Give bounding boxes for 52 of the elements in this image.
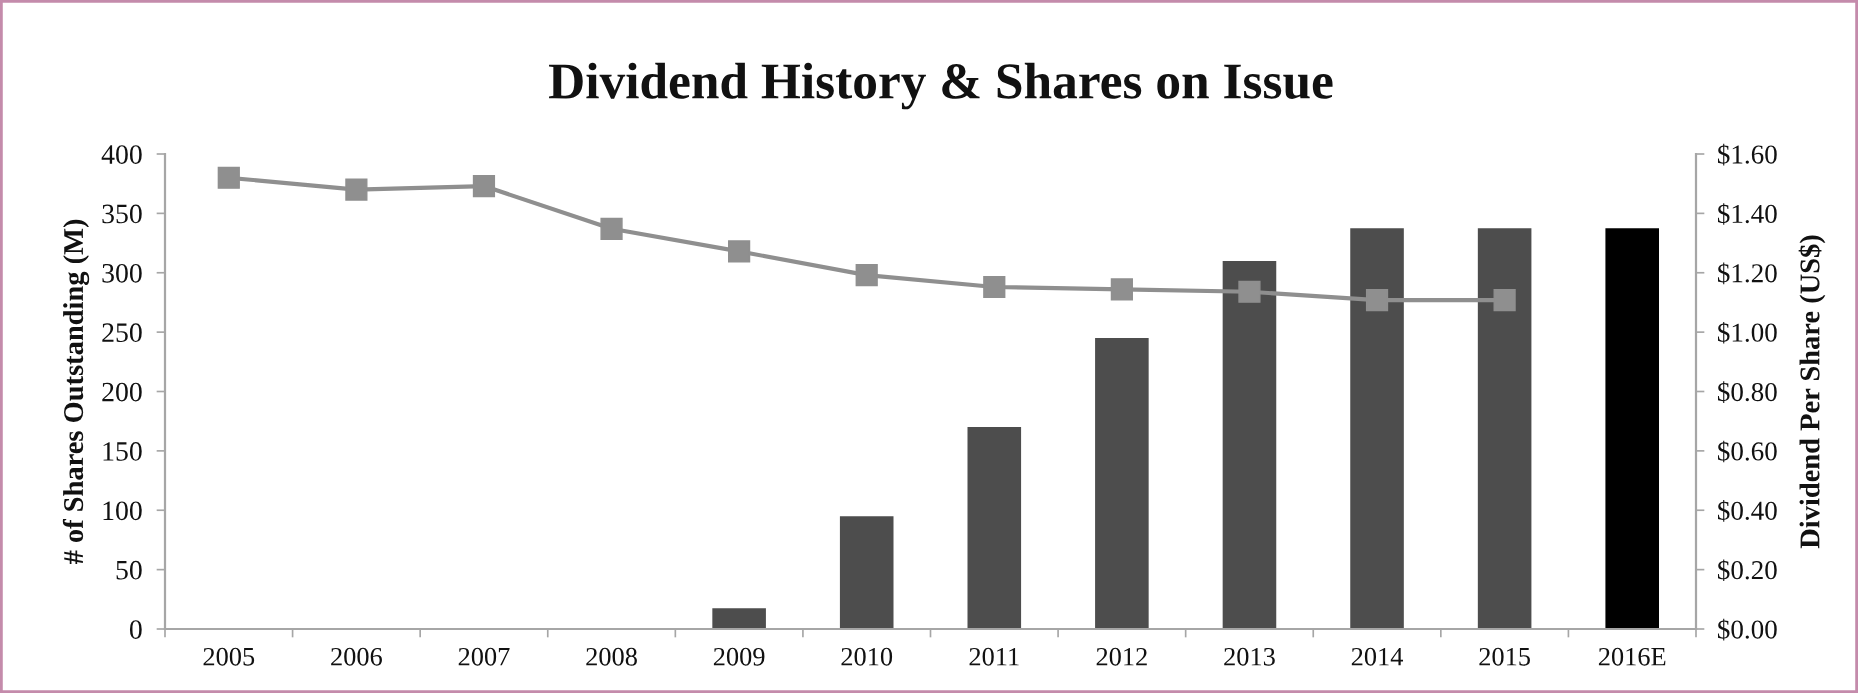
bar [1605,228,1659,629]
bar [712,608,766,629]
point [1110,278,1133,301]
x-tick-label: 2006 [331,647,382,666]
y2-tick-label: $0.40 [1718,500,1777,522]
point [345,178,368,201]
point [983,275,1006,299]
point [600,217,623,240]
y2-tick-label: $0.20 [1718,559,1777,582]
bar [839,516,894,629]
y2-tick-label: $1.60 [1718,143,1777,166]
y-tick-label: 100 [103,501,142,521]
y-tick-label: 300 [102,263,142,283]
point [217,166,240,189]
y-tick-label: 50 [116,560,142,580]
x-tick-label: 2015 [1479,647,1530,666]
point [472,174,496,198]
y-axis-title: # of Shares Outstanding (M) [62,219,90,565]
chart-title: Dividend History & Shares on Issue [549,62,1333,110]
bar [1095,338,1149,629]
y-tick-label: 400 [101,145,142,164]
x-tick-label: 2005 [203,647,255,666]
y2-tick-label: $0.80 [1718,381,1777,403]
y2-tick-label: $0.60 [1718,440,1777,463]
y-tick-label: 200 [102,382,142,402]
point [1365,288,1389,312]
y2-tick-label: $1.00 [1718,321,1777,344]
x-tick-label: 2012 [1096,647,1147,666]
y-tick-label: 250 [102,323,142,343]
bar [967,427,1022,629]
y2-tick-label: $1.40 [1718,203,1777,225]
point [1238,280,1261,303]
point [1493,288,1516,312]
y2-tick-label: $1.20 [1718,262,1777,285]
x-tick-label: 2016E [1598,647,1666,666]
bar [1350,228,1404,629]
bar [1477,228,1532,629]
x-tick-label: 2011 [969,647,1019,666]
point [855,264,878,287]
bar [1222,260,1277,629]
x-tick-label: 2010 [841,647,893,666]
y2-tick-label: $0.00 [1718,618,1777,641]
y-tick-label: 0 [129,620,142,639]
y-tick-label: 350 [102,204,142,224]
x-tick-label: 2008 [586,647,637,666]
x-tick-label: 2009 [713,647,765,666]
x-tick-label: 2014 [1351,647,1404,666]
x-tick-label: 2007 [458,647,510,666]
point [728,240,751,263]
y-tick-label: 150 [103,442,142,461]
y2-axis-title: Dividend Per Share (US$) [1798,235,1826,549]
x-tick-label: 2013 [1224,647,1275,666]
